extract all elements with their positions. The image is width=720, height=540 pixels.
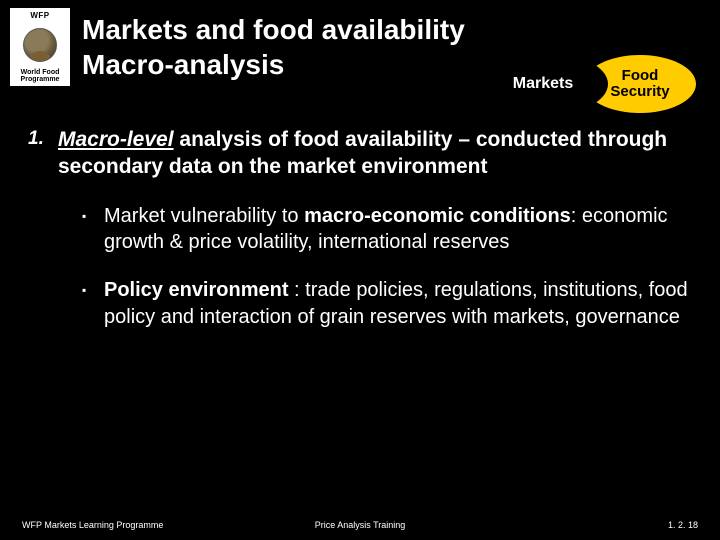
item-text: Macro-level analysis of food availabilit… <box>58 126 692 181</box>
bullet-marker-icon: ▪ <box>82 203 104 223</box>
footer-right: 1. 2. 18 <box>668 520 698 530</box>
bullet-text: Market vulnerability to macro-economic c… <box>104 203 692 256</box>
footer-center: Price Analysis Training <box>315 520 406 530</box>
bullet-1: ▪ Market vulnerability to macro-economic… <box>82 203 692 256</box>
oval-markets: Markets <box>478 52 608 116</box>
hand-icon <box>28 51 52 62</box>
logo-acronym: WFP <box>30 11 49 20</box>
slide-body: 1. Macro-level analysis of food availabi… <box>0 86 720 330</box>
item-number: 1. <box>28 126 58 150</box>
footer-left: WFP Markets Learning Programme <box>22 520 163 530</box>
bullet-marker-icon: ▪ <box>82 277 104 297</box>
bullet-list: ▪ Market vulnerability to macro-economic… <box>28 203 692 331</box>
slide-title: Markets and food availability Macro-anal… <box>70 8 465 82</box>
item-lead: Macro-level <box>58 128 174 151</box>
bullet-text: Policy environment : trade policies, reg… <box>104 277 692 330</box>
slide-footer: WFP Markets Learning Programme Price Ana… <box>0 520 720 530</box>
logo-org-name: World Food Programme <box>21 69 60 83</box>
title-line-2: Macro-analysis <box>82 47 465 82</box>
venn-ovals: Markets Food Security <box>478 52 696 116</box>
wfp-logo: WFP World Food Programme <box>10 8 70 86</box>
numbered-item-1: 1. Macro-level analysis of food availabi… <box>28 126 692 181</box>
header: WFP World Food Programme Markets and foo… <box>0 0 720 86</box>
bullet-2: ▪ Policy environment : trade policies, r… <box>82 277 692 330</box>
globe-icon <box>23 28 57 62</box>
title-line-1: Markets and food availability <box>82 12 465 47</box>
